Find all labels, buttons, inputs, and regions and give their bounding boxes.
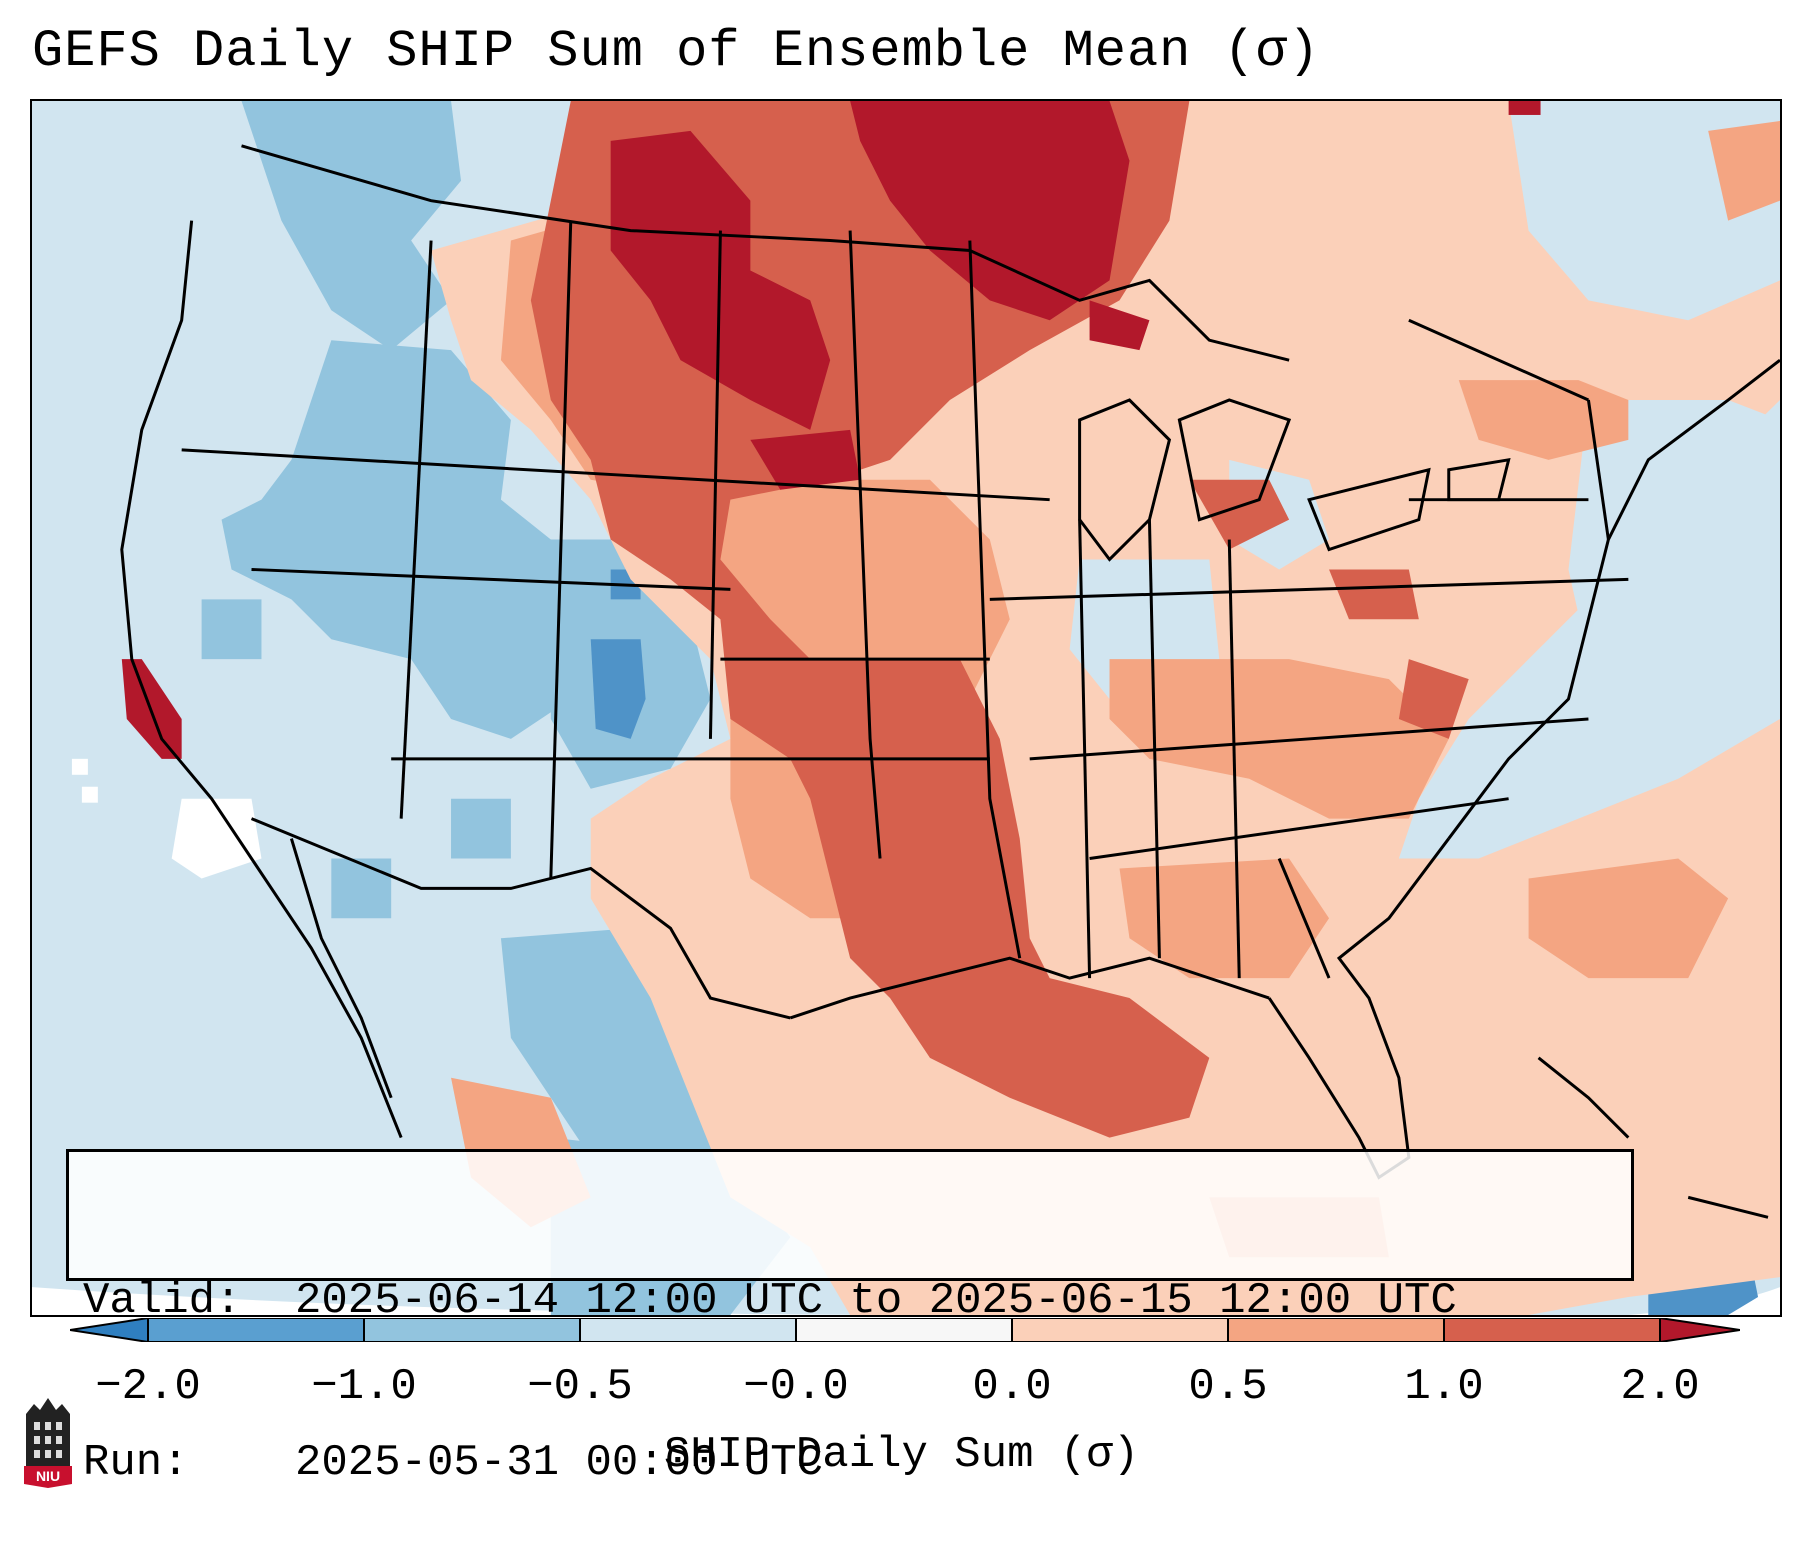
colorbar-title: SHIP Daily Sum (σ) xyxy=(663,1430,1140,1480)
colorbar-segment xyxy=(1444,1318,1660,1342)
colorbar-segment xyxy=(364,1318,580,1342)
colorbar-tick-label: −0.5 xyxy=(527,1362,633,1412)
colorbar-segment xyxy=(1012,1318,1228,1342)
valid-run-info-box: Valid: 2025-06-14 12:00 UTC to 2025-06-15… xyxy=(66,1149,1634,1488)
colorbar-segment xyxy=(1228,1318,1444,1342)
colorbar-tick-label: −1.0 xyxy=(311,1362,417,1412)
colorbar-tick-label: 0.0 xyxy=(972,1362,1052,1412)
logo-text: NIU xyxy=(36,1468,60,1484)
boundary-lines xyxy=(120,144,1780,1180)
colorbar-tick-label: 2.0 xyxy=(1620,1362,1700,1412)
caribbean-islands xyxy=(1537,1056,1769,1219)
near-normal-areas xyxy=(71,758,262,879)
run-value: 2025-05-31 00:00 UTC xyxy=(295,1438,824,1488)
colorbar-extend-low xyxy=(70,1318,148,1342)
projection-edge xyxy=(32,1287,930,1315)
colorbar-ticks xyxy=(147,1318,1661,1342)
colorbar-tick-label: −0.0 xyxy=(743,1362,849,1412)
map-panel xyxy=(30,99,1782,1317)
colorbar-segment xyxy=(580,1318,796,1342)
colorbar-segment xyxy=(796,1318,1012,1342)
colorbar xyxy=(70,1318,1740,1342)
colorbar-tick-label: 0.5 xyxy=(1188,1362,1268,1412)
map-title: GEFS Daily SHIP Sum of Ensemble Mean (σ) xyxy=(32,22,1321,81)
colorbar-extend-high xyxy=(1660,1318,1740,1342)
colorbar-tick-label: 1.0 xyxy=(1404,1362,1484,1412)
niu-logo: NIU xyxy=(24,1398,72,1488)
colorbar-segment xyxy=(148,1318,364,1342)
run-label: Run: xyxy=(83,1438,189,1488)
projection-edge xyxy=(1628,1287,1780,1315)
colorbar-tick-label: −2.0 xyxy=(95,1362,201,1412)
ship-anomaly-map xyxy=(32,101,1780,1315)
